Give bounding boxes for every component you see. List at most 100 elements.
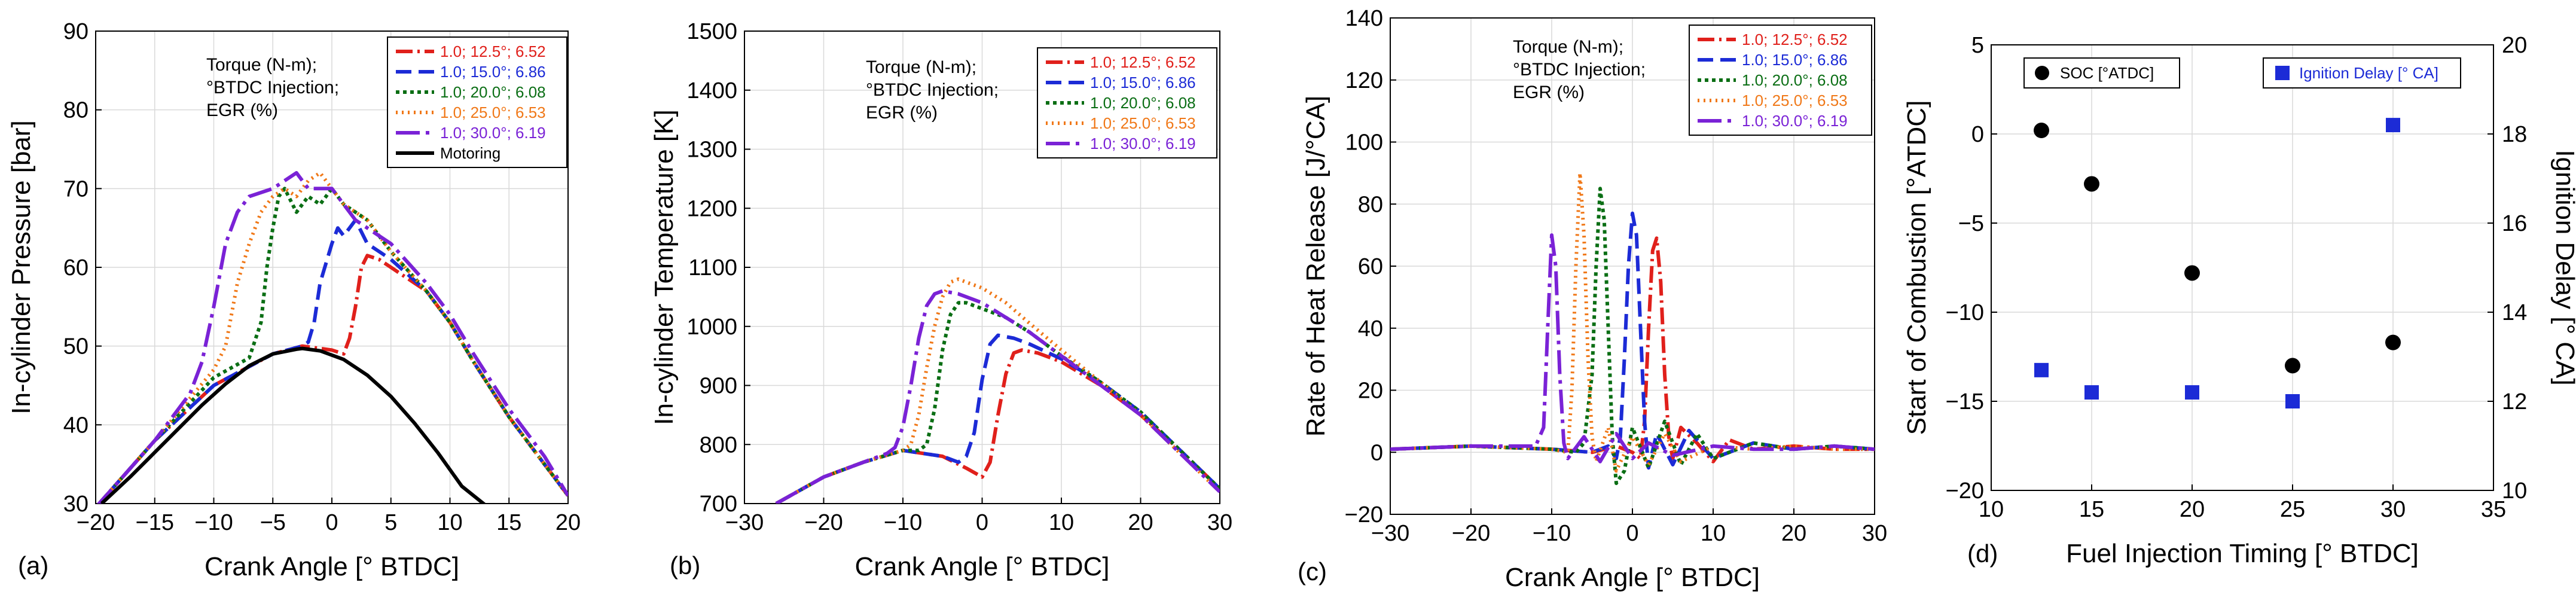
y-axis-label: In-cylinder Temperature [K] xyxy=(649,109,679,425)
chart-panel-a: −20 −15 −10 −5 0 5 10 15 20 30 40 50 60 70 80 90 Crank A… xyxy=(7,19,581,581)
legend: 1.0; 12.5°; 6.52 1.0; 15.0°; 6.86 1.0; 20.… xyxy=(387,36,567,168)
series-line xyxy=(1390,187,1875,486)
x-tick-label: 0 xyxy=(1626,521,1638,546)
y-axis-ticks: −20 0 20 40 60 80 100 120 140 xyxy=(1345,6,1396,527)
x-tick-label: 10 xyxy=(1049,510,1074,535)
legend-label: Ignition Delay [° CA] xyxy=(2299,64,2438,82)
x-tick-label: 0 xyxy=(976,510,988,535)
legend-label: 1.0; 12.5°; 6.52 xyxy=(1090,53,1196,71)
x-axis-label: Crank Angle [° BTDC] xyxy=(855,552,1110,581)
x-tick-label: 10 xyxy=(437,510,462,535)
x-tick-label: 30 xyxy=(1862,521,1887,546)
legend-label: 1.0; 30.0°; 6.19 xyxy=(1742,112,1848,130)
soc-point xyxy=(2084,176,2099,192)
x-axis-label: Crank Angle [° BTDC] xyxy=(1505,563,1760,592)
ignition-delay-point xyxy=(2034,362,2049,377)
panel-label: (a) xyxy=(18,551,48,580)
panel-label: (b) xyxy=(670,551,700,580)
annotation-line: °BTDC Injection; xyxy=(206,78,339,97)
y-tick-label: 1300 xyxy=(686,138,737,163)
annotation: Torque (N-m); °BTDC Injection; EGR (%) xyxy=(206,55,339,120)
y2-tick-label: 12 xyxy=(2502,389,2527,414)
legend-label: 1.0; 15.0°; 6.86 xyxy=(1742,51,1848,69)
ignition-delay-point xyxy=(2185,385,2199,400)
legend-label: 1.0; 20.0°; 6.08 xyxy=(1742,71,1848,89)
y-tick-label: 5 xyxy=(1971,33,1984,58)
y-tick-label: 140 xyxy=(1345,6,1383,31)
y2-axis-label: Ignition Delay [° CA] xyxy=(2550,150,2576,385)
x-tick-label: 20 xyxy=(1128,510,1153,535)
x-tick-label: 5 xyxy=(384,510,397,535)
x-tick-label: 10 xyxy=(1979,497,2004,522)
x-tick-label: −10 xyxy=(1533,521,1571,546)
series-line xyxy=(775,289,1220,504)
y-tick-label: 120 xyxy=(1345,68,1383,93)
y-axis-ticks: −20 −15 −10 −5 0 5 xyxy=(1946,33,1997,504)
series-line xyxy=(775,333,1220,504)
x-tick-label: −20 xyxy=(1452,521,1490,546)
x-tick-label: −30 xyxy=(725,510,764,535)
annotation-line: Torque (N-m); xyxy=(1513,37,1623,57)
legend: 1.0; 12.5°; 6.52 1.0; 15.0°; 6.86 1.0; 20.… xyxy=(1037,47,1217,158)
legend-box xyxy=(387,36,567,168)
series-lines xyxy=(96,171,568,504)
x-tick-label: −5 xyxy=(260,510,286,535)
chart-panel-c: −30 −20 −10 0 10 20 30−20020406080100120140Cra… xyxy=(1298,6,1887,592)
y-tick-label: 700 xyxy=(700,492,737,517)
y-axis-label: Rate of Heat Release [J/°CA] xyxy=(1301,96,1330,437)
soc-point xyxy=(2034,123,2049,139)
legend-box xyxy=(2023,57,2180,89)
x-tick-label: 20 xyxy=(556,510,581,535)
y-tick-label: 80 xyxy=(1358,192,1383,217)
x-tick-label: 30 xyxy=(1207,510,1232,535)
x-tick-label: 30 xyxy=(2380,497,2406,522)
y-axis-label: In-cylinder Pressure [bar] xyxy=(7,120,36,414)
y-tick-label: 40 xyxy=(63,413,88,438)
x-tick-label: 15 xyxy=(2079,497,2104,522)
legend-marker xyxy=(2275,66,2290,80)
legend-label: Motoring xyxy=(440,144,500,162)
y-tick-label: −20 xyxy=(1345,502,1383,527)
legend-label: 1.0; 25.0°; 6.53 xyxy=(1090,114,1196,132)
legend-label: 1.0; 20.0°; 6.08 xyxy=(440,83,546,101)
y-tick-label: 40 xyxy=(1358,316,1383,341)
y-tick-label: 1200 xyxy=(686,196,737,221)
x-axis-label: Crank Angle [° BTDC] xyxy=(205,552,459,581)
x-tick-label: 10 xyxy=(1701,521,1726,546)
x-axis-label: Fuel Injection Timing [° BTDC] xyxy=(2066,539,2419,568)
y-tick-label: 70 xyxy=(63,176,88,202)
y-tick-label: 1000 xyxy=(686,315,737,340)
y-tick-label: 30 xyxy=(63,492,88,517)
x-axis-ticks: 10 15 20 25 30 35 xyxy=(1979,484,2506,522)
gridlines xyxy=(1991,44,2494,491)
legend-label: 1.0; 12.5°; 6.52 xyxy=(1742,31,1848,48)
panel-label: (c) xyxy=(1298,557,1327,585)
annotation-line: °BTDC Injection; xyxy=(866,80,999,100)
y2-tick-label: 18 xyxy=(2502,122,2527,147)
x-tick-label: −10 xyxy=(194,510,233,535)
y-tick-label: 1500 xyxy=(686,19,737,44)
annotation-line: °BTDC Injection; xyxy=(1513,60,1646,80)
y-tick-label: −15 xyxy=(1946,389,1984,414)
y-tick-label: −10 xyxy=(1946,300,1984,325)
y2-tick-label: 16 xyxy=(2502,211,2527,236)
legend-box xyxy=(2263,57,2461,89)
legend-label: 1.0; 25.0°; 6.53 xyxy=(1742,92,1848,109)
annotation: Torque (N-m); °BTDC Injection; EGR (%) xyxy=(1513,37,1646,102)
x-tick-label: −20 xyxy=(77,510,115,535)
x-axis-ticks: −30 −20 −10 0 10 20 30 xyxy=(1371,508,1887,546)
legend-label: 1.0; 15.0°; 6.86 xyxy=(440,63,546,81)
y-tick-label: −5 xyxy=(1958,211,1984,236)
legend-marker xyxy=(2035,66,2049,80)
x-tick-label: 35 xyxy=(2481,497,2506,522)
y-tick-label: 0 xyxy=(1971,122,1984,147)
soc-point xyxy=(2184,265,2200,281)
y-tick-label: 800 xyxy=(700,432,737,458)
x-axis-ticks: −20 −15 −10 −5 0 5 10 15 20 xyxy=(77,498,581,535)
soc-point xyxy=(2285,358,2300,374)
y-tick-label: 1400 xyxy=(686,78,737,103)
annotation: Torque (N-m); °BTDC Injection; EGR (%) xyxy=(866,57,999,123)
annotation-line: EGR (%) xyxy=(866,103,938,123)
y-tick-label: 60 xyxy=(63,255,88,280)
